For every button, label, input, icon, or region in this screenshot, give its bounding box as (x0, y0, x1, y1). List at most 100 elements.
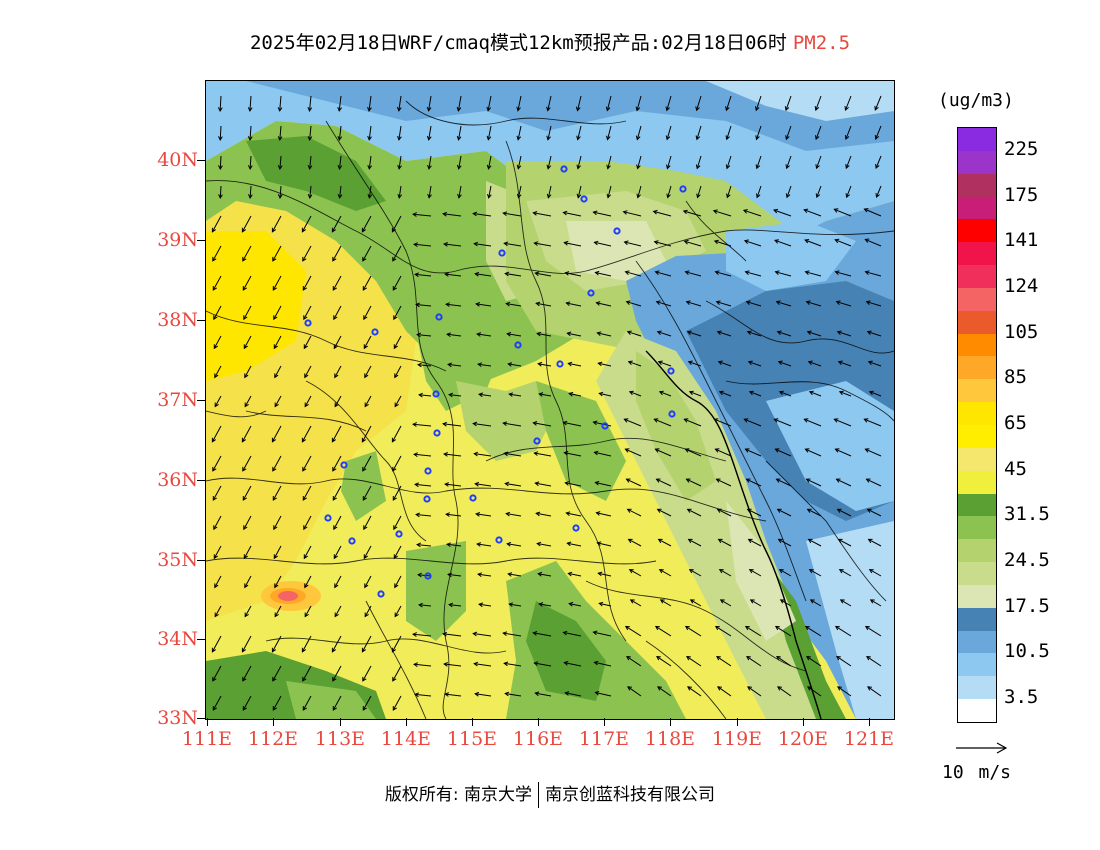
wind-arrow-head (472, 631, 478, 637)
lon-tick (207, 718, 208, 726)
wind-arrow-head (863, 418, 869, 423)
wind-arrow-head (304, 612, 309, 618)
wind-arrow-head (716, 656, 721, 661)
city-marker (424, 467, 432, 475)
wind-arrow (244, 395, 252, 407)
wind-arrow-head (775, 300, 781, 305)
wind-arrow-head (303, 525, 308, 531)
wind-arrow (566, 512, 582, 517)
wind-arrow (776, 478, 792, 487)
lon-tick (406, 718, 407, 726)
wind-arrow (778, 538, 792, 547)
wind-arrow-head (815, 135, 820, 141)
city-marker (324, 514, 332, 522)
wind-arrow (219, 185, 222, 199)
wind-arrow-head (303, 344, 308, 350)
wind-arrow (627, 508, 642, 517)
wind-arrow (447, 333, 462, 337)
wind-arrow (594, 661, 612, 667)
wind-arrow-head (241, 647, 246, 653)
wind-arrow-head (332, 256, 337, 262)
wind-arrow-head (477, 572, 483, 577)
wind-arrow (594, 241, 612, 247)
wind-arrow (303, 515, 312, 530)
wind-arrow (596, 512, 612, 517)
wind-arrow (537, 543, 552, 547)
wind-arrow (687, 508, 702, 517)
wind-arrow (413, 423, 432, 427)
wind-arrow-head (715, 478, 721, 483)
wind-arrow-head (476, 542, 482, 547)
wind-arrow (715, 448, 732, 457)
wind-arrow-head (774, 270, 780, 275)
wind-arrow (748, 538, 762, 547)
wind-arrow (716, 478, 732, 487)
wind-arrow (870, 599, 882, 607)
wind-arrow-head (508, 392, 514, 397)
wind-arrow (302, 485, 312, 501)
wind-arrow (816, 155, 822, 169)
wind-arrow (747, 331, 762, 337)
wind-arrow-head (504, 271, 510, 277)
wind-arrow (242, 665, 252, 682)
wind-arrow-head (809, 599, 815, 604)
wind-arrow (807, 686, 822, 697)
wind-arrow (302, 245, 312, 262)
wind-arrow-head (427, 164, 432, 170)
wind-arrow (274, 395, 282, 407)
wind-arrow-head (474, 481, 480, 487)
wind-arrow-head (684, 448, 690, 453)
wind-arrow (219, 125, 222, 141)
wind-arrow (749, 391, 762, 397)
wind-arrow (539, 603, 552, 607)
wind-arrow-head (277, 194, 283, 200)
wind-arrow-head (212, 496, 217, 501)
wind-arrow-head (713, 239, 719, 245)
wind-arrow (869, 391, 882, 397)
wind-arrow (714, 240, 732, 247)
wind-arrow-head (562, 420, 568, 426)
wind-arrow-head (808, 390, 814, 396)
wind-arrow (666, 155, 672, 169)
wind-arrow-head (743, 418, 749, 423)
wind-arrow (716, 301, 732, 307)
wind-arrow (780, 599, 792, 607)
wind-arrow (242, 455, 252, 472)
wind-arrow-head (805, 478, 811, 483)
wind-arrow (507, 543, 522, 547)
wind-arrow-head (755, 164, 761, 170)
wind-arrow-head (442, 211, 447, 217)
colorbar-segment (958, 447, 996, 472)
colorbar-segment (958, 219, 996, 243)
wind-arrow (303, 335, 312, 349)
wind-arrow-head (502, 631, 508, 636)
city-marker (498, 249, 506, 257)
wind-arrow (274, 605, 282, 617)
wind-arrow-head (503, 661, 509, 667)
wind-arrow (448, 363, 462, 367)
wind-arrow (362, 695, 372, 711)
wind-arrow-head (502, 211, 508, 216)
wind-arrow (242, 485, 252, 501)
wind-arrow-head (775, 478, 781, 483)
footer-separator (538, 782, 540, 808)
wind-arrow (807, 508, 822, 517)
wind-arrow (331, 635, 342, 653)
wind-arrow-head (392, 496, 397, 501)
wind-arrow-head (412, 632, 417, 637)
wind-arrow-head (745, 478, 751, 483)
wind-arrow-head (273, 525, 278, 531)
wind-arrow (867, 686, 882, 697)
wind-arrow-head (715, 300, 721, 305)
concentration-field (206, 81, 894, 719)
wind-arrow (666, 125, 672, 140)
wind-arrow (744, 418, 762, 427)
wind-arrow (777, 686, 792, 697)
wind-arrow (219, 155, 222, 170)
wind-arrow-head (516, 106, 521, 112)
wind-arrow (279, 125, 282, 140)
wind-arrow-head (627, 538, 633, 544)
wind-arrow-head (807, 360, 813, 366)
wind-arrow (875, 155, 882, 169)
lat-label-36n: 36N (157, 469, 198, 491)
